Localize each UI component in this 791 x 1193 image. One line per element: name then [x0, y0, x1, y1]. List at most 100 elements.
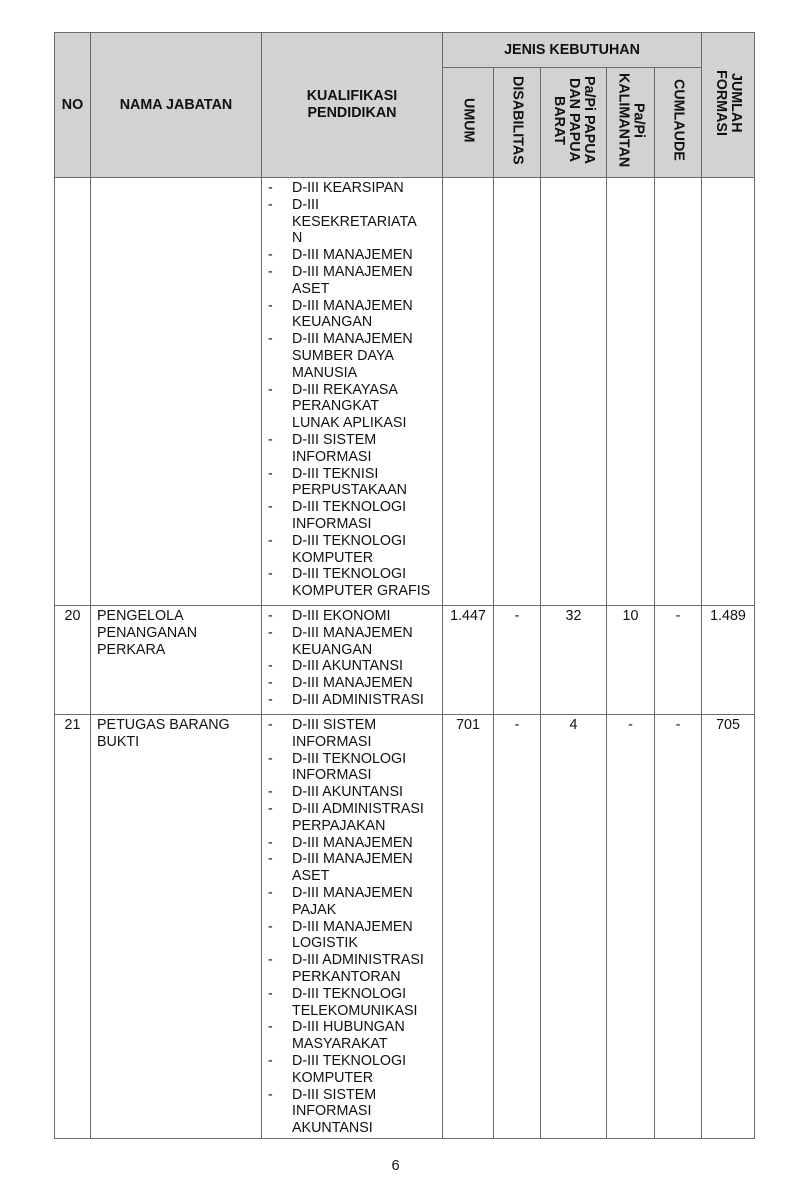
cell-kualifikasi: - D-III EKONOMI - D-III MANAJEMEN KEUANGAN -…	[261, 605, 443, 715]
cell-jumlah: 1.489	[701, 605, 755, 715]
qualification-item: - D-III SISTEM INFORMASI AKUNTANSI	[262, 1087, 442, 1137]
qualification-text: D-III EKONOMI	[292, 608, 391, 624]
cell-kalimantan: -	[606, 714, 655, 1139]
cell-cumlaude	[654, 177, 702, 606]
qualification-item: - D-III MANAJEMEN ASET	[262, 264, 442, 298]
bullet-dash: -	[268, 952, 273, 969]
qualification-item: - D-III AKUNTANSI	[262, 658, 442, 675]
qualification-item: - D-III MANAJEMEN	[262, 835, 442, 852]
qualification-item: - D-III TEKNISI PERPUSTAKAAN	[262, 466, 442, 500]
qualification-text: D-III TEKNOLOGI INFORMASI	[292, 750, 407, 784]
qualification-text: D-III MANAJEMEN PAJAK	[292, 884, 413, 918]
formation-table: NO NAMA JABATAN KUALIFIKASI PENDIDIKAN J…	[54, 32, 755, 1139]
page-number: 6	[391, 1158, 400, 1174]
qualification-item: - D-III ADMINISTRASI	[262, 692, 442, 709]
bullet-dash: -	[268, 717, 273, 733]
qualification-item: - D-III SISTEM INFORMASI	[262, 717, 442, 751]
cell-papua	[540, 177, 607, 606]
qualification-text: D-III TEKNOLOGI KOMPUTER GRAFIS	[292, 566, 431, 600]
qualification-text: D-III SISTEM INFORMASI	[292, 431, 377, 465]
bullet-dash: -	[268, 1019, 273, 1036]
qualification-text: D-III MANAJEMEN LOGISTIK	[292, 918, 413, 952]
cell-cumlaude: -	[654, 714, 702, 1139]
qualification-item: - D-III ADMINISTRASI PERPAJAKAN	[262, 801, 442, 835]
qualification-text: D-III HUBUNGAN MASYARAKAT	[292, 1019, 405, 1053]
qualification-text: D-III TEKNOLOGI TELEKOMUNIKASI	[292, 985, 418, 1019]
cell-nama-jabatan	[90, 177, 262, 606]
bullet-dash: -	[268, 658, 273, 675]
cell-nama-jabatan: PETUGAS BARANG BUKTI	[90, 714, 262, 1139]
bullet-dash: -	[268, 247, 273, 264]
bullet-dash: -	[268, 800, 273, 817]
qualification-text: D-III ADMINISTRASI	[292, 691, 424, 708]
header-kalimantan-label: Pa/Pi KALIMANTAN	[615, 72, 647, 168]
cell-umum: 701	[442, 714, 494, 1139]
header-papua-label: Pa/Pi PAPUA DAN PAPUA BARAT	[551, 76, 597, 165]
qualification-item: - D-III TEKNOLOGI KOMPUTER GRAFIS	[262, 566, 442, 600]
header-disabilitas-label: DISABILITAS	[509, 75, 526, 165]
bullet-dash: -	[268, 263, 273, 280]
qualification-item: - D-III TEKNOLOGI TELEKOMUNIKASI	[262, 986, 442, 1020]
bullet-dash: -	[268, 196, 273, 213]
qualification-item: - D-III MANAJEMEN	[262, 247, 442, 264]
bullet-dash: -	[268, 675, 273, 692]
cell-papua: 4	[540, 714, 607, 1139]
qualification-text: D-III TEKNISI PERPUSTAKAAN	[292, 465, 407, 499]
cell-disabilitas: -	[493, 605, 541, 715]
qualification-text: D-III TEKNOLOGI KOMPUTER	[292, 1052, 407, 1086]
qualification-item: - D-III SISTEM INFORMASI	[262, 432, 442, 466]
qualification-list: - D-III KEARSIPAN - D-III KESEKRETARIATA N-…	[262, 178, 442, 600]
bullet-dash: -	[268, 608, 273, 624]
cell-no	[54, 177, 91, 606]
bullet-dash: -	[268, 1086, 273, 1103]
bullet-dash: -	[268, 331, 273, 348]
qualification-list: - D-III SISTEM INFORMASI - D-III TEKNOLOGI …	[262, 715, 442, 1137]
header-jumlah: JUMLAH FORMASI	[701, 32, 755, 178]
bullet-dash: -	[268, 381, 273, 398]
bullet-dash: -	[268, 297, 273, 314]
cell-kalimantan: 10	[606, 605, 655, 715]
qualification-item: - D-III KESEKRETARIATA N	[262, 197, 442, 247]
qualification-item: - D-III TEKNOLOGI INFORMASI	[262, 499, 442, 533]
qualification-item: - D-III TEKNOLOGI INFORMASI	[262, 751, 442, 785]
bullet-dash: -	[268, 465, 273, 482]
qualification-item: - D-III TEKNOLOGI KOMPUTER	[262, 533, 442, 567]
qualification-item: - D-III MANAJEMEN KEUANGAN	[262, 298, 442, 332]
header-cumlaude: CUMLAUDE	[654, 67, 702, 178]
qualification-text: D-III MANAJEMEN SUMBER DAYA MANUSIA	[292, 331, 413, 381]
qualification-item: - D-III HUBUNGAN MASYARAKAT	[262, 1019, 442, 1053]
table-row: 21 PETUGAS BARANG BUKTI - D-III SISTEM INFO…	[54, 714, 755, 1139]
qualification-text: D-III MANAJEMEN KEUANGAN	[292, 624, 413, 658]
cell-disabilitas	[493, 177, 541, 606]
bullet-dash: -	[268, 834, 273, 851]
bullet-dash: -	[268, 180, 273, 196]
qualification-text: D-III TEKNOLOGI INFORMASI	[292, 499, 407, 532]
header-cumlaude-label: CUMLAUDE	[670, 79, 687, 161]
header-no: NO	[54, 32, 91, 178]
cell-jumlah: 705	[701, 714, 755, 1139]
header-nama-jabatan: NAMA JABATAN	[90, 32, 262, 178]
cell-no: 20	[54, 605, 91, 715]
qualification-text: D-III SISTEM INFORMASI AKUNTANSI	[292, 1086, 377, 1137]
bullet-dash: -	[268, 884, 273, 901]
header-disabilitas: DISABILITAS	[493, 67, 541, 178]
bullet-dash: -	[268, 784, 273, 801]
table-row: - D-III KEARSIPAN - D-III KESEKRETARIATA N-…	[54, 177, 755, 606]
qualification-text: D-III MANAJEMEN KEUANGAN	[292, 297, 413, 331]
qualification-text: D-III MANAJEMEN	[292, 834, 413, 851]
header-kualifikasi: KUALIFIKASI PENDIDIKAN	[261, 32, 443, 178]
qualification-text: D-III SISTEM INFORMASI	[292, 717, 377, 750]
header-kualifikasi-label: KUALIFIKASI PENDIDIKAN	[306, 88, 398, 121]
bullet-dash: -	[268, 985, 273, 1002]
qualification-list: - D-III EKONOMI - D-III MANAJEMEN KEUANGAN -…	[262, 606, 442, 709]
header-kalimantan: Pa/Pi KALIMANTAN	[606, 67, 655, 178]
bullet-dash: -	[268, 1052, 273, 1069]
cell-no: 21	[54, 714, 91, 1139]
qualification-text: D-III MANAJEMEN ASET	[292, 851, 413, 885]
qualification-item: - D-III MANAJEMEN PAJAK	[262, 885, 442, 919]
qualification-item: - D-III MANAJEMEN	[262, 675, 442, 692]
header-umum: UMUM	[442, 67, 494, 178]
cell-nama-jabatan: PENGELOLA PENANGANAN PERKARA	[90, 605, 262, 715]
cell-disabilitas: -	[493, 714, 541, 1139]
qualification-item: - D-III ADMINISTRASI PERKANTORAN	[262, 952, 442, 986]
